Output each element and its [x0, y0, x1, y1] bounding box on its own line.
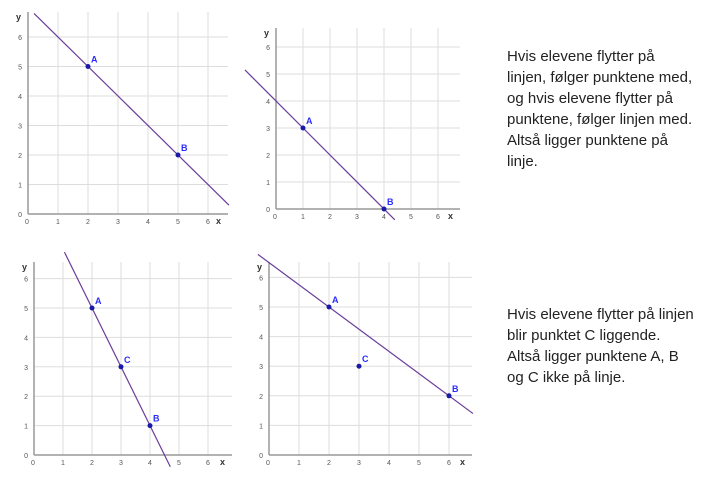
y-axis-label: y [22, 262, 27, 272]
y-tick-label: 0 [259, 453, 263, 460]
point-B [175, 152, 181, 158]
x-tick-label: 1 [61, 460, 65, 467]
point-label-A: A [91, 55, 98, 65]
y-tick-label: 1 [24, 424, 28, 431]
x-tick-label: 5 [177, 460, 181, 467]
x-tick-label: 5 [417, 460, 421, 467]
x-tick-label: 0 [25, 219, 29, 226]
y-axis-label: y [257, 262, 262, 272]
x-tick-label: 6 [206, 460, 210, 467]
y-tick-label: 1 [266, 180, 270, 187]
x-tick-label: 5 [409, 214, 413, 221]
x-tick-label: 2 [328, 214, 332, 221]
x-tick-label: 2 [90, 460, 94, 467]
point-label-A: A [332, 295, 339, 305]
x-tick-label: 3 [119, 460, 123, 467]
y-tick-label: 2 [266, 153, 270, 160]
y-tick-label: 0 [266, 207, 270, 214]
explanation-text-2: Hvis elevene flytter på linjen blir punk… [507, 304, 697, 388]
x-tick-label: 3 [357, 460, 361, 467]
x-tick-label: 2 [327, 460, 331, 467]
line [244, 69, 396, 221]
y-tick-label: 6 [259, 275, 263, 282]
x-tick-label: 4 [387, 460, 391, 467]
y-tick-label: 4 [259, 335, 263, 342]
point-B [446, 393, 452, 399]
point-label-A: A [306, 116, 313, 126]
y-tick-label: 4 [18, 94, 22, 101]
point-label-B: B [181, 143, 188, 153]
explanation-paragraph: Hvis elevene flytter på linjen blir punk… [507, 306, 694, 386]
point-C [118, 364, 124, 370]
plot-panel-2: 0 1 2 3 4 5 6 0 1 2 3 4 5 6 x y A B [244, 28, 460, 221]
x-tick-label: 3 [116, 219, 120, 226]
y-axis-label: y [16, 12, 21, 22]
y-tick-label: 1 [259, 423, 263, 430]
point-label-B: B [452, 384, 459, 394]
x-tick-label: 6 [447, 460, 451, 467]
point-A [326, 304, 332, 310]
y-tick-label: 3 [259, 364, 263, 371]
x-axis-label: x [460, 457, 465, 467]
explanation-text-1: Hvis elevene flytter på linjen, følger p… [507, 46, 697, 172]
y-tick-label: 2 [18, 153, 22, 160]
point-label-C: C [362, 354, 369, 364]
x-axis-label: x [216, 216, 221, 226]
explanation-paragraph: Hvis elevene flytter på linjen, følger p… [507, 48, 693, 170]
y-tick-label: 5 [24, 306, 28, 313]
y-tick-label: 0 [18, 212, 22, 219]
x-tick-label: 1 [56, 219, 60, 226]
point-A [89, 305, 95, 311]
x-tick-label: 4 [148, 460, 152, 467]
y-tick-label: 2 [24, 394, 28, 401]
point-A [85, 64, 91, 69]
y-tick-label: 3 [266, 126, 270, 133]
y-tick-label: 6 [18, 35, 22, 42]
y-tick-label: 4 [24, 335, 28, 342]
x-tick-label: 0 [266, 460, 270, 467]
x-tick-label: 0 [273, 214, 277, 221]
y-tick-label: 6 [24, 277, 28, 284]
y-tick-label: 3 [18, 124, 22, 131]
x-tick-label: 1 [301, 214, 305, 221]
plot-panel-4: 0 1 2 3 4 5 6 0 1 2 3 4 5 6 x y A C B [257, 253, 474, 467]
x-tick-label: 4 [382, 214, 386, 221]
x-tick-label: 1 [297, 460, 301, 467]
point-A [300, 125, 306, 131]
y-tick-label: 3 [24, 365, 28, 372]
plot-panel-3: 0 1 2 3 4 5 6 0 1 2 3 4 5 6 x y A C B [22, 251, 232, 468]
x-axis-label: x [448, 211, 453, 221]
x-tick-label: 6 [436, 214, 440, 221]
point-label-A: A [95, 296, 102, 306]
y-tick-label: 1 [18, 183, 22, 190]
point-C [356, 363, 362, 369]
line [33, 12, 230, 206]
point-label-C: C [124, 355, 131, 365]
point-B [381, 206, 387, 212]
line [63, 251, 171, 468]
y-axis-label: y [264, 28, 269, 38]
y-tick-label: 6 [266, 45, 270, 52]
x-tick-label: 4 [146, 219, 150, 226]
point-label-B: B [153, 414, 160, 424]
x-tick-label: 2 [86, 219, 90, 226]
point-B [147, 423, 153, 429]
y-tick-label: 2 [259, 394, 263, 401]
y-tick-label: 5 [266, 72, 270, 79]
line [257, 253, 474, 415]
x-tick-label: 0 [31, 460, 35, 467]
y-tick-label: 5 [259, 305, 263, 312]
x-tick-label: 3 [355, 214, 359, 221]
y-tick-label: 5 [18, 65, 22, 72]
x-tick-label: 6 [206, 219, 210, 226]
x-tick-label: 5 [176, 219, 180, 226]
x-axis-label: x [220, 457, 225, 467]
y-tick-label: 0 [24, 453, 28, 460]
y-tick-label: 4 [266, 99, 270, 106]
point-label-B: B [387, 197, 394, 207]
